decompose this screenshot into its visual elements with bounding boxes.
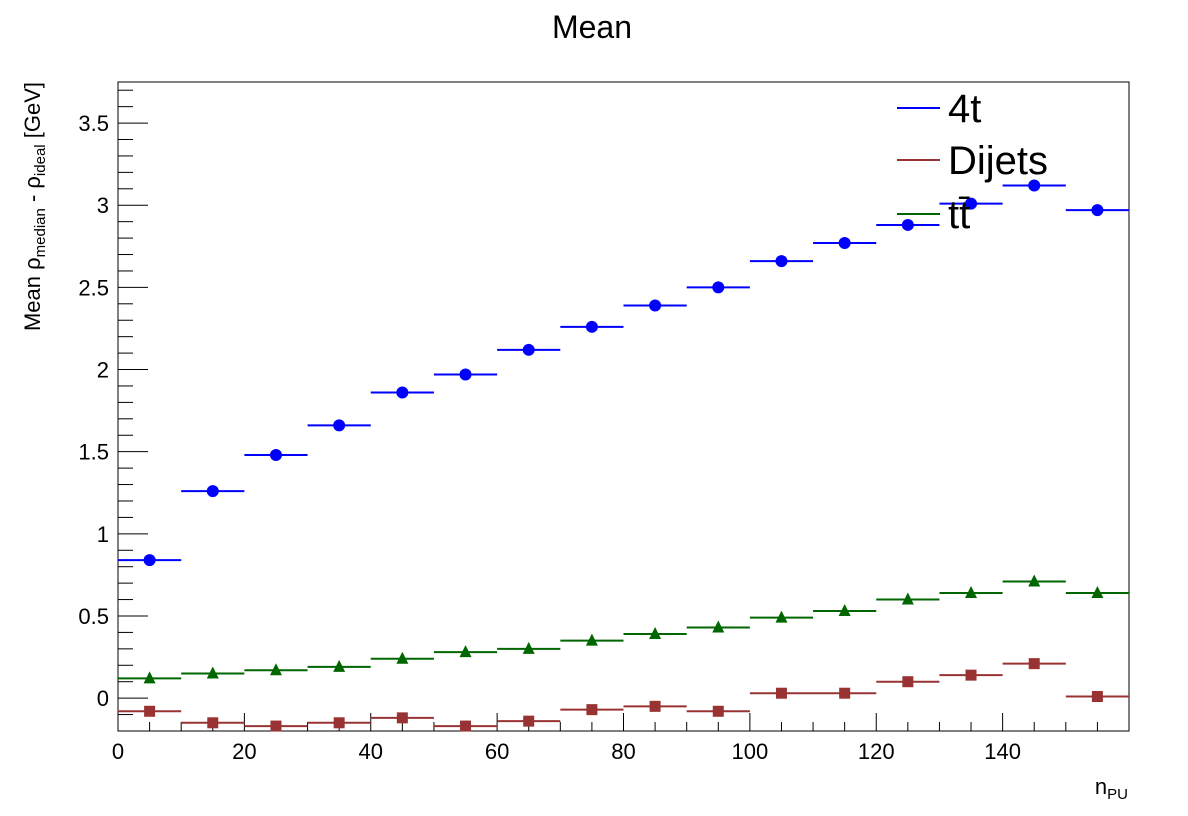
data-point [649, 700, 661, 712]
series-triangle [118, 574, 1129, 684]
series-layer [118, 179, 1129, 732]
x-tick-label: 20 [232, 739, 256, 764]
data-point [965, 197, 978, 210]
data-point [460, 720, 472, 732]
data-point [206, 485, 219, 498]
data-point [1028, 658, 1040, 670]
legend-label: Dijets [948, 139, 1048, 183]
data-point [712, 281, 725, 294]
data-point [1028, 574, 1041, 587]
y-tick-label: 3.5 [78, 111, 109, 136]
data-point [649, 299, 662, 312]
y-tick-label: 0.5 [78, 604, 109, 629]
data-point [901, 592, 914, 605]
y-tick-label: 2.5 [78, 275, 109, 300]
data-point [396, 712, 408, 724]
data-point [775, 255, 788, 268]
data-point [838, 237, 851, 250]
data-point [1091, 690, 1103, 702]
data-point [143, 554, 156, 567]
legend-label: 4t [948, 87, 981, 131]
x-tick-label: 100 [732, 739, 769, 764]
x-tick-label: 80 [611, 739, 635, 764]
data-point [143, 671, 156, 684]
data-point [459, 645, 472, 658]
data-point [902, 676, 914, 688]
data-point [459, 368, 472, 381]
axes: 0 20 40 60 80 100 120 140 0 0.5 1 1.5 2 2.5 3 3.5 [78, 89, 1130, 764]
data-point [269, 663, 282, 676]
data-point [965, 585, 978, 598]
data-point [775, 610, 788, 623]
data-point [269, 448, 282, 461]
y-tick-label: 2 [97, 358, 109, 383]
y-tick-label: 1.5 [78, 440, 109, 465]
data-point [649, 627, 662, 640]
legend: 4t Dijets tt̄ [897, 87, 1048, 237]
data-point [523, 715, 535, 727]
data-point [206, 666, 219, 679]
data-point [712, 705, 724, 717]
data-point [585, 633, 598, 646]
data-point [522, 641, 535, 654]
data-point [585, 320, 598, 333]
x-tick-label: 120 [858, 739, 895, 764]
data-point [775, 687, 787, 699]
data-point [586, 704, 598, 716]
x-tick-label: 0 [112, 739, 124, 764]
data-point [333, 717, 345, 729]
data-point [712, 620, 725, 633]
y-tick-label: 0 [97, 686, 109, 711]
data-point [333, 419, 346, 432]
data-point [965, 669, 977, 681]
data-point [270, 720, 282, 732]
series-circle [118, 179, 1129, 567]
y-tick-label: 3 [97, 193, 109, 218]
x-tick-label: 140 [984, 739, 1021, 764]
data-point [901, 218, 914, 231]
data-point [522, 343, 535, 356]
data-point [333, 659, 346, 672]
data-point [144, 705, 156, 717]
data-point [1028, 179, 1041, 192]
y-axis-label: Mean ρmedian - ρideal [GeV] [20, 82, 49, 331]
legend-label: tt̄ [948, 193, 970, 237]
data-point [396, 386, 409, 399]
y-tick-label: 1 [97, 522, 109, 547]
x-tick-label: 60 [485, 739, 509, 764]
data-point [1091, 585, 1104, 598]
chart-title: Mean [552, 9, 632, 45]
x-axis-label: nPU [1095, 774, 1128, 803]
data-point [207, 717, 219, 729]
data-point [1091, 204, 1104, 217]
series-square [118, 658, 1129, 732]
data-point [838, 604, 851, 617]
data-point [396, 651, 409, 664]
x-tick-label: 40 [359, 739, 383, 764]
data-point [839, 687, 851, 699]
